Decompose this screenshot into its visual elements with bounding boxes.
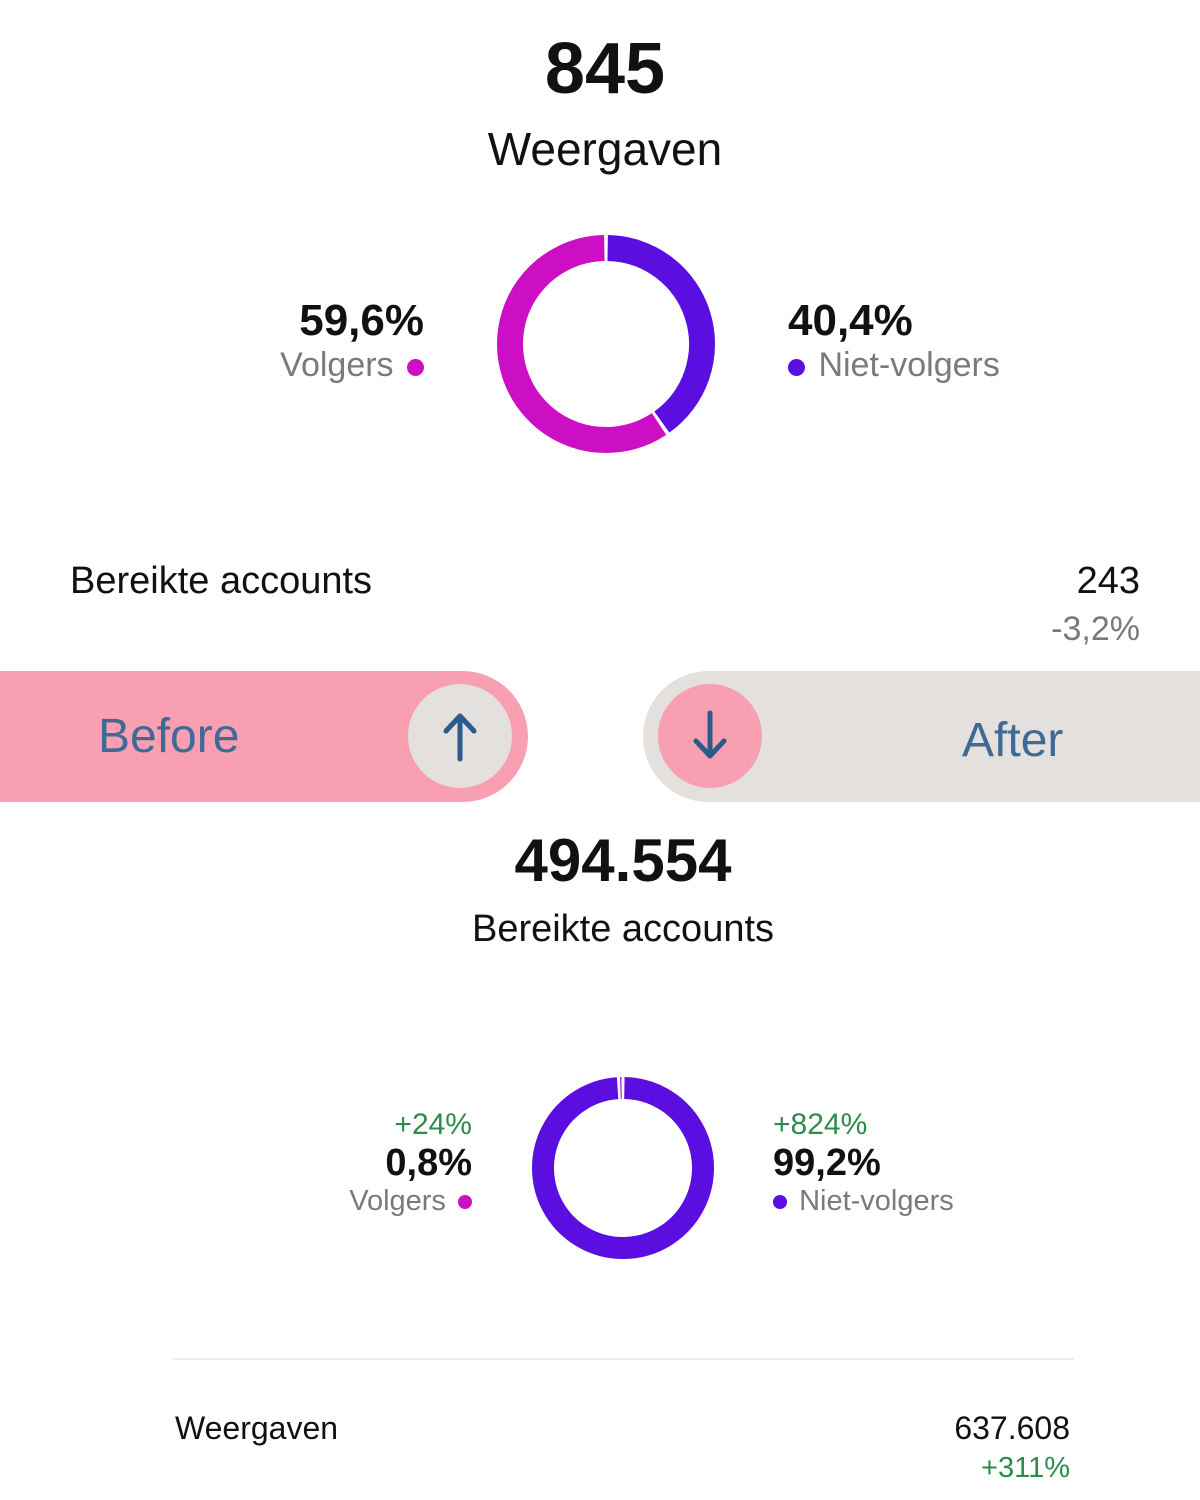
nonfollowers-legend-top: 40,4% Niet-volgers <box>788 296 1000 385</box>
arrow-down-icon <box>693 710 727 759</box>
followers-label: Volgers <box>280 346 394 384</box>
after-label: After <box>962 714 1064 767</box>
donut-chart-top <box>497 235 715 453</box>
before-arrow-button[interactable] <box>408 684 512 788</box>
nonfollowers-pct: 40,4% <box>788 296 913 345</box>
followers-pct: 59,6% <box>299 296 424 345</box>
donut-slice-niet-volgers <box>532 1077 714 1259</box>
before-label: Before <box>98 710 240 763</box>
reached-value: 243 <box>1076 560 1140 602</box>
nonfollowers-pct-bottom: 99,2% <box>773 1142 881 1184</box>
views-row-value: 637.608 <box>954 1410 1070 1446</box>
views-row-change: +311% <box>981 1452 1070 1484</box>
views-count: 845 <box>544 29 666 109</box>
nonfollowers-legend-bottom: +824% 99,2% Niet-volgers <box>773 1108 954 1218</box>
divider <box>172 1358 1074 1360</box>
followers-legend-top: 59,6% Volgers <box>280 296 424 385</box>
followers-change: +24% <box>394 1108 472 1141</box>
nonfollowers-dot-bottom <box>773 1195 787 1210</box>
donut-slice-volgers <box>497 235 667 453</box>
followers-pct-bottom: 0,8% <box>385 1142 472 1184</box>
before-pill[interactable]: Before <box>0 671 528 802</box>
nonfollowers-label: Niet-volgers <box>818 346 1000 384</box>
followers-label-bottom: Volgers <box>349 1185 446 1217</box>
donut-slice-niet-volgers <box>607 235 715 433</box>
nonfollowers-label-bottom: Niet-volgers <box>799 1185 954 1217</box>
reached-change: -3,2% <box>1051 610 1140 648</box>
followers-legend-bottom: +24% 0,8% Volgers <box>349 1108 472 1218</box>
nonfollowers-dot <box>788 358 805 376</box>
donut-chart-bottom <box>532 1077 714 1259</box>
nonfollowers-change: +824% <box>773 1108 868 1141</box>
views-label: Weergaven <box>487 123 723 175</box>
reached-count: 494.554 <box>514 827 732 894</box>
views-row-label: Weergaven <box>175 1410 339 1446</box>
followers-dot <box>407 358 424 376</box>
followers-dot-bottom <box>458 1195 472 1210</box>
after-arrow-button[interactable] <box>658 684 762 788</box>
reached-label: Bereikte accounts <box>70 560 373 602</box>
reached-count-label: Bereikte accounts <box>471 908 775 950</box>
arrow-up-icon <box>443 713 477 762</box>
after-pill[interactable]: After <box>643 671 1200 802</box>
